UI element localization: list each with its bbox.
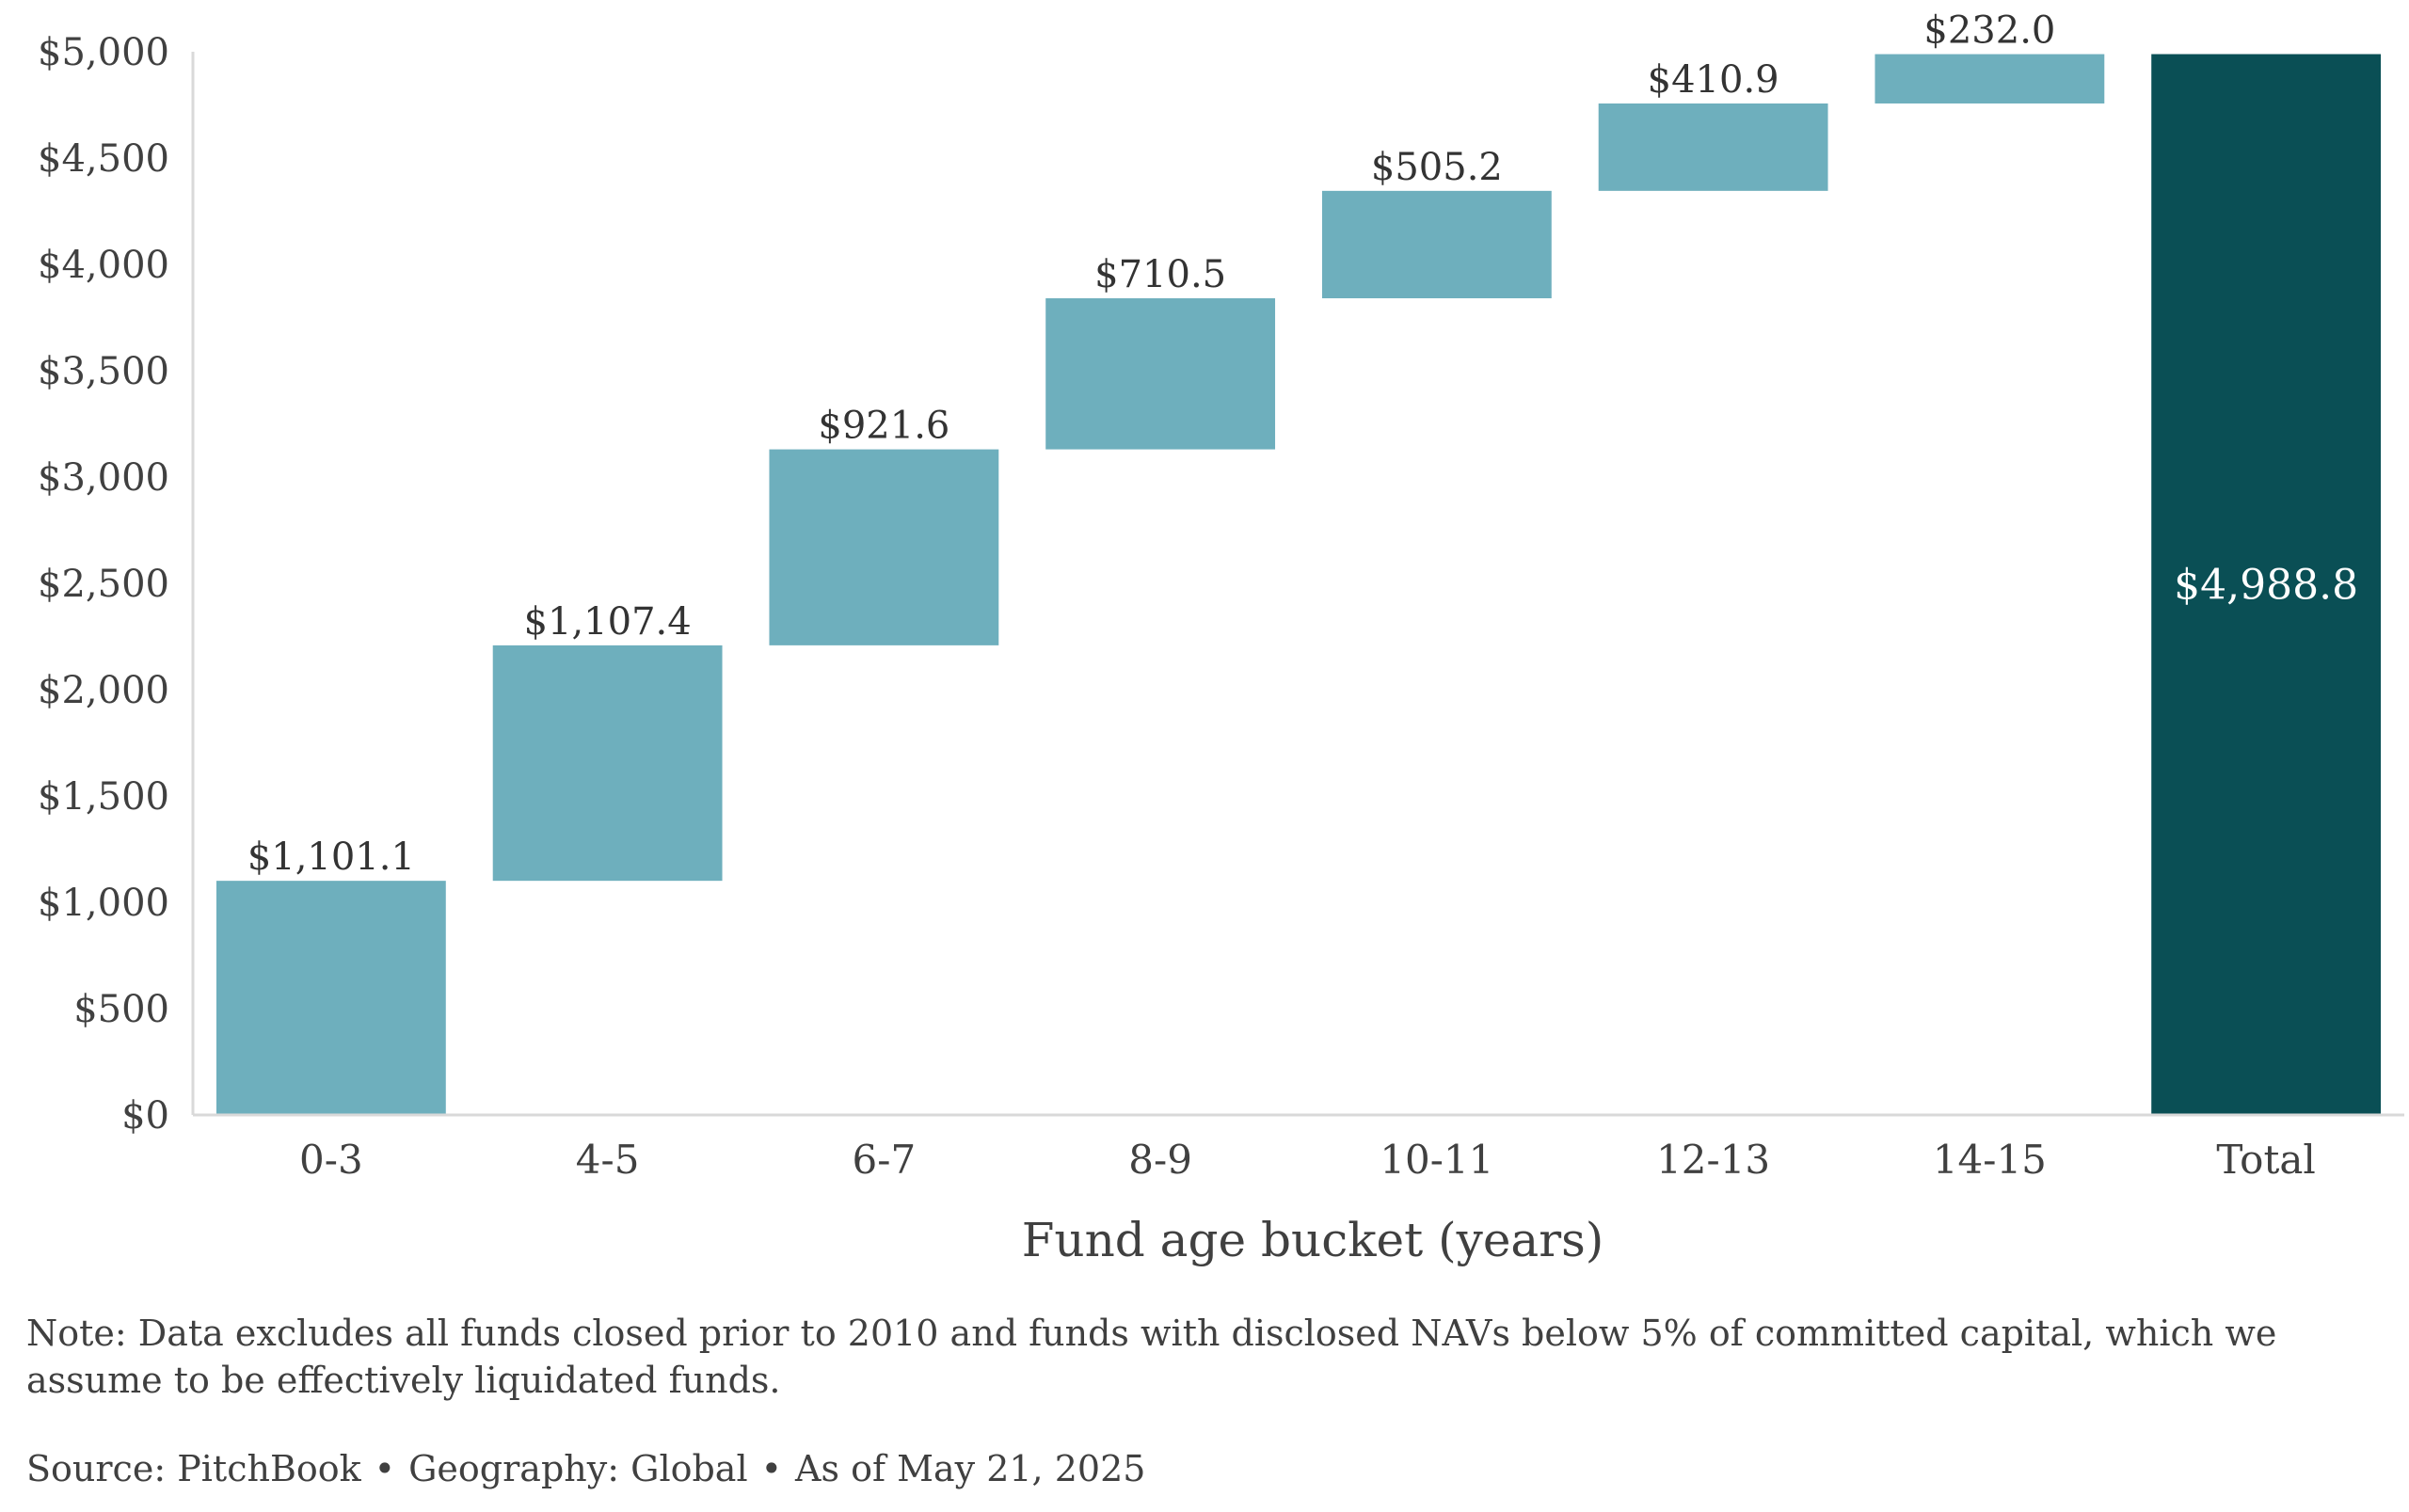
data-label-12-13: $410.9 <box>1648 58 1779 102</box>
y-tick-label: $500 <box>73 988 169 1031</box>
bar-6-7 <box>769 449 999 645</box>
separator-dot: • <box>760 1448 783 1489</box>
data-label-10-11: $505.2 <box>1371 146 1503 189</box>
as-of-date: As of May 21, 2025 <box>795 1448 1146 1489</box>
bar-12-13 <box>1598 103 1828 191</box>
chart-source-line: Source: PitchBook • Geography: Global • As o… <box>26 1445 1145 1492</box>
x-tick-label: 8-9 <box>1128 1137 1192 1183</box>
x-tick-label: 14-15 <box>1933 1137 2047 1183</box>
x-axis-title: Fund age bucket (years) <box>1022 1213 1604 1267</box>
source-text: Source: PitchBook <box>26 1448 361 1489</box>
separator-dot: • <box>374 1448 396 1489</box>
x-tick-label: 12-13 <box>1656 1137 1770 1183</box>
x-axis-ticks: 0-3 4-5 6-7 8-9 10-11 12-13 14-15 Total <box>299 1137 2316 1183</box>
bar-14-15 <box>1875 54 2105 103</box>
y-tick-label: $2,000 <box>38 669 169 712</box>
bars <box>215 54 2382 1115</box>
data-label-8-9: $710.5 <box>1094 253 1226 296</box>
x-tick-label: Total <box>2216 1137 2315 1183</box>
y-tick-label: $3,000 <box>38 456 169 500</box>
chart-note: Note: Data excludes all funds closed pri… <box>26 1313 2277 1401</box>
x-tick-label: 0-3 <box>299 1137 363 1183</box>
data-label-6-7: $921.6 <box>818 405 949 448</box>
waterfall-chart: $0 $500 $1,000 $1,500 $2,000 $2,500 $3,000 $3,5… <box>38 9 2404 1267</box>
geography-text: Geography: Global <box>408 1448 748 1489</box>
x-tick-label: 10-11 <box>1380 1137 1493 1183</box>
y-tick-label: $1,500 <box>38 775 169 819</box>
data-label-total: $4,988.8 <box>2174 561 2358 609</box>
y-tick-label: $5,000 <box>38 31 169 74</box>
x-tick-label: 6-7 <box>853 1137 917 1183</box>
data-label-14-15: $232.0 <box>1923 9 2055 53</box>
data-label-0-3: $1,101.1 <box>247 836 415 879</box>
y-axis-ticks: $0 $500 $1,000 $1,500 $2,000 $2,500 $3,000 $3,5… <box>38 31 169 1138</box>
bar-4-5 <box>492 645 723 882</box>
data-labels: $1,101.1 $1,107.4 $921.6 $710.5 $505.2 $410.9… <box>247 9 2358 880</box>
bar-0-3 <box>215 881 446 1115</box>
total-bar <box>2151 54 2382 1115</box>
x-tick-label: 4-5 <box>576 1137 640 1183</box>
y-tick-label: $4,500 <box>38 137 169 181</box>
y-tick-label: $3,500 <box>38 350 169 393</box>
y-tick-label: $1,000 <box>38 882 169 925</box>
bar-8-9 <box>1045 298 1276 450</box>
bar-10-11 <box>1321 190 1552 299</box>
y-tick-label: $4,000 <box>38 244 169 287</box>
y-tick-label: $2,500 <box>38 563 169 606</box>
y-tick-label: $0 <box>121 1094 169 1138</box>
data-label-4-5: $1,107.4 <box>524 600 692 644</box>
